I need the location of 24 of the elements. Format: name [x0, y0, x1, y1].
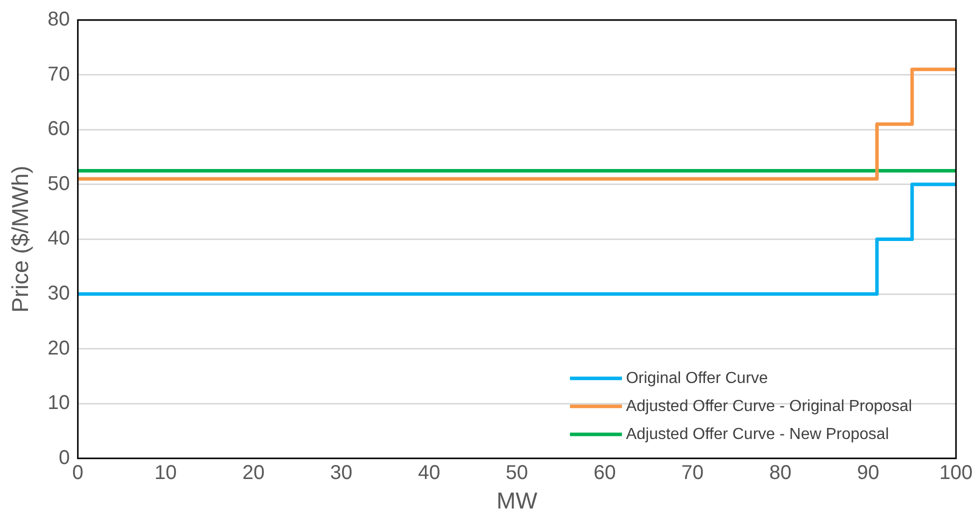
x-tick-label: 100 — [939, 462, 973, 484]
y-tick-label: 80 — [48, 8, 70, 31]
x-tick-label: 70 — [681, 462, 704, 484]
y-tick-label: 40 — [48, 228, 70, 250]
x-tick-label: 20 — [242, 462, 265, 484]
y-tick-label: 70 — [48, 63, 70, 86]
x-tick-label: 10 — [154, 462, 177, 484]
legend-label: Original Offer Curve — [626, 370, 768, 387]
y-axis-title: Price ($/MWh) — [7, 166, 34, 313]
y-tick-label: 50 — [48, 172, 70, 195]
x-tick-label: 60 — [594, 462, 616, 484]
y-tick-label: 20 — [48, 337, 70, 360]
x-tick-label: 50 — [506, 462, 528, 484]
x-tick-label: 80 — [769, 462, 792, 484]
y-tick-label: 60 — [48, 118, 70, 140]
legend-label: Adjusted Offer Curve - New Proposal — [626, 426, 889, 443]
legend-label: Adjusted Offer Curve - Original Proposal — [626, 398, 912, 415]
x-axis-title: MW — [496, 488, 538, 514]
x-tick-label: 40 — [418, 462, 440, 484]
x-tick-label: 30 — [330, 462, 352, 484]
y-tick-label: 10 — [48, 392, 70, 414]
y-tick-label: 0 — [58, 446, 70, 469]
y-tick-label: 30 — [48, 282, 70, 305]
x-tick-label: 90 — [857, 462, 880, 484]
